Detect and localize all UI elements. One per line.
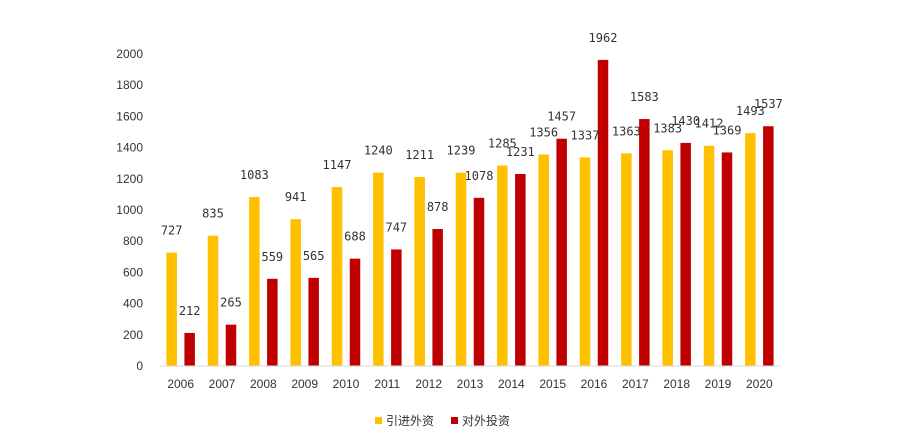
bar-outbound-investment	[473, 197, 485, 366]
x-tick-label: 2013	[457, 377, 484, 391]
data-label-outbound-investment: 1369	[713, 123, 742, 137]
x-axis: 2006 2007 2008 2009 2010 2011 2012 2013 2014 2015…	[167, 377, 773, 391]
legend: 引进外资 对外投资	[375, 413, 510, 428]
bar-outbound-investment	[184, 332, 195, 366]
data-label-inbound-fdi: 1337	[571, 128, 600, 142]
data-label-inbound-fdi: 1493	[736, 104, 765, 118]
bar-outbound-investment	[267, 278, 278, 366]
bar-inbound-fdi	[497, 165, 508, 366]
legend-swatch	[451, 417, 458, 424]
y-tick-label: 1400	[116, 141, 143, 155]
y-tick-label: 1800	[116, 78, 143, 92]
x-tick-label: 2017	[622, 377, 649, 391]
x-tick-label: 2015	[539, 377, 566, 391]
legend-label: 引进外资	[386, 414, 434, 428]
x-tick-label: 2014	[498, 377, 525, 391]
bar-outbound-investment	[597, 59, 609, 366]
data-label-outbound-investment: 212	[179, 304, 201, 318]
bar-inbound-fdi	[414, 177, 425, 366]
bar-inbound-fdi	[538, 154, 549, 366]
y-tick-label: 2000	[116, 47, 143, 61]
y-tick-label: 400	[123, 297, 143, 311]
bar-inbound-fdi	[662, 150, 673, 366]
data-label-outbound-investment: 565	[303, 249, 325, 263]
data-label-inbound-fdi: 727	[161, 224, 183, 238]
data-label-inbound-fdi: 835	[202, 207, 224, 221]
data-label-inbound-fdi: 1412	[695, 117, 724, 131]
data-label-inbound-fdi: 1240	[364, 144, 393, 158]
x-tick-label: 2011	[374, 377, 400, 391]
data-label-outbound-investment: 559	[261, 250, 283, 264]
x-tick-label: 2018	[663, 377, 690, 391]
x-tick-label: 2019	[705, 377, 732, 391]
y-tick-label: 800	[123, 234, 143, 248]
data-label-inbound-fdi: 1285	[488, 137, 517, 151]
data-label-outbound-investment: 1537	[754, 97, 783, 111]
bar-inbound-fdi	[579, 157, 591, 366]
data-label-outbound-investment: 747	[385, 220, 407, 234]
data-label-inbound-fdi: 1239	[447, 144, 476, 158]
bar-outbound-investment	[349, 258, 361, 366]
data-label-outbound-investment: 878	[427, 200, 449, 214]
y-tick-label: 1200	[116, 172, 143, 186]
bar-inbound-fdi	[166, 252, 177, 366]
x-tick-label: 2012	[415, 377, 442, 391]
bar-outbound-investment	[639, 119, 650, 366]
bar-outbound-investment	[225, 324, 237, 366]
y-axis: 0 200 400 600 800 1000 1200 1400 1600 1800 2000	[116, 47, 143, 373]
bar-outbound-investment	[721, 152, 733, 366]
y-tick-label: 200	[123, 328, 143, 342]
x-tick-label: 2008	[250, 377, 277, 391]
data-label-outbound-investment: 688	[344, 230, 366, 244]
data-label-outbound-investment: 1078	[465, 169, 494, 183]
data-label-inbound-fdi: 1356	[529, 125, 558, 139]
bar-inbound-fdi	[249, 197, 260, 366]
y-tick-label: 600	[123, 265, 143, 279]
bar-outbound-investment	[763, 126, 774, 366]
data-label-outbound-investment: 1430	[671, 114, 700, 128]
x-tick-label: 2020	[746, 377, 773, 391]
data-label-inbound-fdi: 1383	[653, 121, 682, 135]
data-label-inbound-fdi: 941	[285, 190, 307, 204]
bar-outbound-investment	[556, 138, 567, 366]
bar-inbound-fdi	[331, 187, 343, 366]
data-label-outbound-investment: 1457	[547, 110, 576, 124]
bar-inbound-fdi	[455, 172, 467, 366]
bars	[166, 59, 774, 366]
x-tick-label: 2010	[333, 377, 360, 391]
x-tick-label: 2009	[291, 377, 318, 391]
bar-outbound-investment	[391, 249, 402, 366]
data-label-inbound-fdi: 1211	[405, 148, 434, 162]
data-label-outbound-investment: 1962	[589, 31, 618, 45]
y-tick-label: 1600	[116, 109, 143, 123]
bar-inbound-fdi	[703, 145, 715, 366]
x-tick-label: 2016	[581, 377, 608, 391]
legend-label: 对外投资	[462, 413, 510, 428]
bar-outbound-investment	[308, 277, 319, 366]
data-label-outbound-investment: 1231	[506, 145, 535, 159]
y-tick-label: 1000	[116, 203, 143, 217]
legend-swatch	[375, 417, 382, 424]
data-label-inbound-fdi: 1147	[323, 158, 352, 172]
data-label-inbound-fdi: 1083	[240, 168, 269, 182]
bar-outbound-investment	[432, 229, 443, 366]
bar-outbound-investment	[515, 173, 526, 366]
bar-inbound-fdi	[621, 153, 632, 366]
bar-outbound-investment	[680, 142, 691, 366]
y-tick-label: 0	[136, 359, 143, 373]
bar-inbound-fdi	[290, 219, 301, 366]
data-label-outbound-investment: 1583	[630, 90, 659, 104]
bar-inbound-fdi	[373, 172, 384, 366]
x-tick-label: 2006	[167, 377, 194, 391]
data-labels: 727 212 835 265 1083 559 941 565 1147 688 1240 747 1…	[161, 31, 783, 318]
bar-inbound-fdi	[207, 235, 219, 366]
data-label-outbound-investment: 265	[220, 296, 242, 310]
data-label-inbound-fdi: 1363	[612, 124, 641, 138]
x-tick-label: 2007	[209, 377, 236, 391]
bar-inbound-fdi	[745, 133, 756, 366]
